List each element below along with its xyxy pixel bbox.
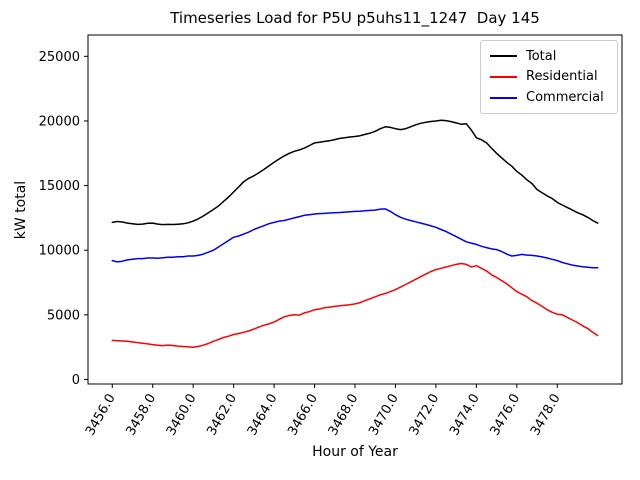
x-tick-label: 3472.0 [407, 392, 443, 439]
x-tick-label: 3478.0 [528, 392, 564, 439]
x-tick-label: 3468.0 [326, 392, 362, 439]
y-tick-label: 5000 [47, 308, 80, 323]
x-tick-label: 3458.0 [123, 392, 159, 439]
x-tick-label: 3462.0 [204, 392, 240, 439]
x-axis-label: Hour of Year [312, 444, 398, 460]
y-tick-label: 25000 [39, 50, 80, 65]
series-line-residential [111, 262, 599, 348]
legend-line-residential-icon [490, 75, 517, 78]
legend-item-total: Total [490, 50, 608, 63]
x-tick-label: 3456.0 [83, 392, 119, 439]
x-tick-label: 3464.0 [245, 392, 281, 439]
x-tick-label: 3466.0 [285, 392, 321, 439]
legend-item-residential: Residential [490, 70, 608, 83]
series-line-total [111, 119, 599, 226]
legend-line-commercial-icon [490, 96, 517, 99]
x-tick-label: 3474.0 [447, 392, 483, 439]
legend-line-total-icon [490, 55, 517, 58]
chart-title: Timeseries Load for P5U p5uhs11_1247 Day… [170, 9, 540, 27]
legend-label-residential: Residential [526, 69, 598, 85]
y-axis-label: kW total [13, 180, 29, 240]
legend-item-commercial: Commercial [490, 91, 608, 104]
y-tick-label: 10000 [39, 244, 80, 259]
y-tick-label: 20000 [39, 114, 80, 129]
legend: Total Residential Commercial [480, 40, 618, 114]
x-tick-label: 3470.0 [366, 392, 402, 439]
series-line-commercial [111, 208, 599, 269]
legend-label-total: Total [526, 48, 557, 64]
y-tick-label: 15000 [39, 179, 80, 194]
y-tick-label: 0 [72, 373, 80, 388]
x-tick-label: 3460.0 [164, 392, 200, 439]
legend-label-commercial: Commercial [526, 90, 604, 106]
x-tick-label: 3476.0 [488, 392, 524, 439]
